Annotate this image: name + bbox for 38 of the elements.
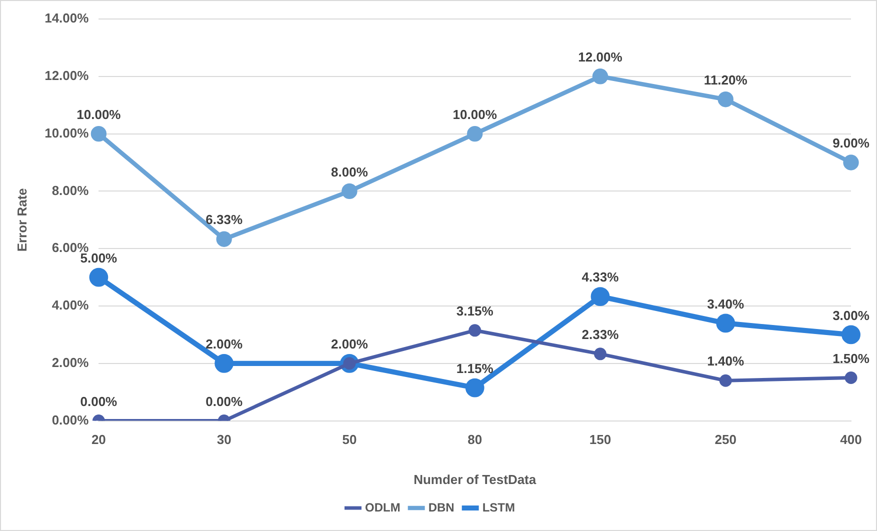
data-label: 8.00% [331,164,368,180]
x-tick-label: 400 [840,432,862,448]
y-tick-label: 10.00% [44,125,90,140]
x-tick-label: 20 [91,432,106,448]
data-label: 2.33% [582,327,620,342]
legend-label: LSTM [482,500,516,514]
x-tick-label: 150 [589,432,612,448]
data-label: 0.00% [80,394,118,409]
data-label: 4.33% [582,270,620,285]
y-tick-label: 14.00% [44,10,90,26]
data-label: 1.15% [456,360,494,376]
y-tick-label: 8.00% [52,182,90,198]
y-tick-label: 12.00% [44,68,90,83]
y-axis-title: Error Rate [14,188,30,252]
data-label: 10.00% [452,106,498,122]
data-label: 12.00% [578,49,623,64]
x-tick-label: 250 [714,432,736,448]
x-tick-label: 80 [468,432,482,448]
data-label: 3.15% [456,303,494,318]
data-label: 3.00% [832,308,870,323]
y-tick-label: 2.00% [52,354,90,370]
x-tick-label: 30 [216,432,232,448]
x-tick-label: 50 [342,432,357,448]
data-label: 2.00% [206,336,243,352]
data-label: 11.20% [704,72,748,88]
legend-label: ODLM [365,500,400,514]
data-label: 1.50% [832,350,870,366]
x-axis-title: Numder of TestData [414,472,537,487]
y-tick-label: 0.00% [52,412,90,428]
data-label: 9.00% [832,136,870,151]
data-label: 10.00% [76,106,122,122]
legend-label: DBN [428,500,454,514]
data-label: 0.00% [206,394,243,409]
y-tick-label: 4.00% [52,298,90,313]
data-label: 2.00% [331,336,368,352]
data-label: 3.40% [707,296,744,312]
data-label: 1.40% [707,354,744,369]
data-label: 6.33% [206,212,243,228]
